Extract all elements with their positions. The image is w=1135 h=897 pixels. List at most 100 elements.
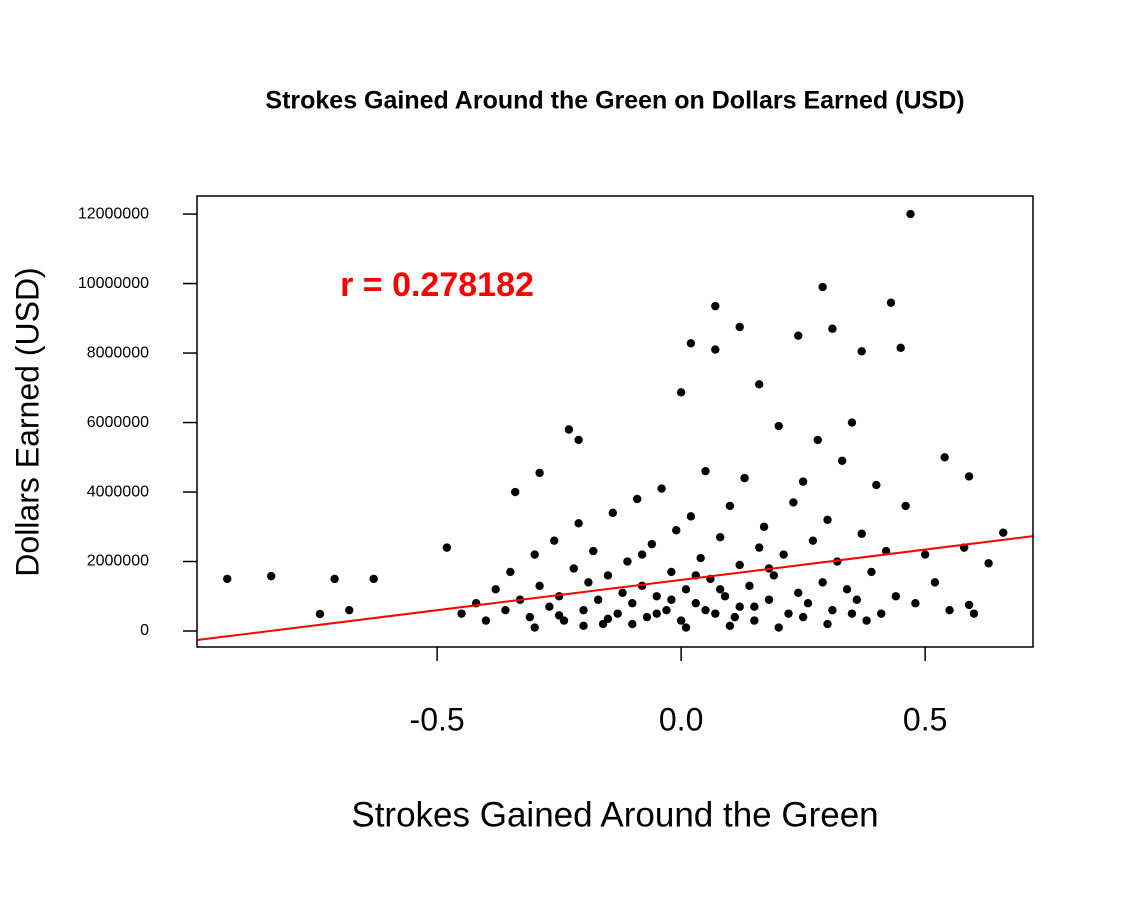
point	[818, 578, 827, 587]
point	[223, 574, 232, 584]
point	[857, 529, 866, 538]
point	[828, 605, 837, 615]
point	[813, 435, 822, 445]
point	[730, 612, 740, 622]
point	[608, 508, 618, 518]
point	[906, 209, 915, 219]
point	[794, 588, 803, 597]
point	[579, 605, 588, 615]
point	[964, 600, 974, 610]
point	[750, 616, 759, 625]
point	[603, 571, 613, 580]
point	[784, 609, 793, 618]
point	[686, 512, 696, 521]
point	[725, 501, 735, 511]
point	[442, 543, 452, 552]
point	[672, 526, 681, 535]
point	[750, 602, 759, 611]
point	[535, 581, 544, 591]
point	[842, 585, 852, 594]
point	[984, 559, 993, 568]
point	[920, 550, 930, 559]
y-axis-label: Dollars Earned (USD)	[9, 267, 45, 576]
point	[691, 599, 700, 608]
point	[266, 571, 276, 581]
point	[642, 612, 652, 622]
point	[930, 578, 940, 587]
point	[755, 380, 764, 389]
point	[481, 616, 491, 625]
point	[852, 595, 862, 604]
point	[711, 609, 720, 618]
point	[584, 578, 593, 587]
point	[818, 282, 827, 292]
point	[564, 425, 574, 434]
point	[652, 609, 661, 618]
point	[823, 515, 832, 525]
point	[715, 533, 725, 542]
point	[569, 564, 578, 573]
point	[530, 550, 539, 559]
point	[999, 528, 1008, 537]
point	[628, 599, 637, 608]
point	[735, 602, 744, 611]
point	[940, 453, 949, 462]
point	[911, 599, 920, 608]
point	[696, 553, 705, 563]
point	[579, 621, 588, 631]
y-tick-label: 6000000	[87, 414, 149, 431]
point	[789, 498, 798, 507]
point	[725, 621, 735, 631]
point	[896, 343, 905, 353]
point	[554, 611, 564, 620]
point	[676, 616, 686, 625]
x-tick-label: -0.5	[410, 701, 465, 737]
point	[457, 609, 466, 618]
point	[877, 609, 886, 618]
point	[574, 519, 583, 528]
point	[740, 473, 749, 483]
point	[637, 550, 647, 559]
point	[808, 536, 818, 545]
annotation: r = 0.278182	[340, 266, 534, 304]
point	[803, 599, 813, 608]
point	[774, 623, 783, 632]
x-axis-label: Strokes Gained Around the Green	[351, 795, 878, 834]
point	[769, 571, 779, 580]
point	[945, 605, 954, 615]
point	[886, 298, 896, 307]
point	[545, 602, 554, 611]
point	[847, 418, 857, 427]
point	[686, 339, 696, 348]
point	[711, 301, 720, 311]
y-tick-label: 8000000	[87, 344, 149, 361]
point	[901, 501, 910, 511]
y-tick-label: 4000000	[87, 483, 149, 500]
y-tick-label: 0	[140, 622, 149, 639]
point	[593, 595, 603, 604]
point	[623, 557, 632, 566]
point	[315, 609, 325, 619]
y-tick-label: 2000000	[87, 553, 149, 570]
y-tick-label: 10000000	[78, 275, 149, 292]
point	[628, 619, 637, 629]
point	[657, 484, 666, 493]
point	[774, 421, 783, 431]
point	[823, 619, 832, 629]
point	[798, 612, 808, 622]
point	[633, 494, 642, 504]
point	[759, 522, 769, 531]
point	[828, 324, 837, 333]
point	[701, 605, 710, 615]
point	[667, 595, 676, 604]
point	[506, 567, 515, 577]
point	[618, 588, 627, 597]
point	[847, 609, 857, 618]
point	[652, 592, 661, 601]
point	[574, 435, 583, 445]
point	[681, 623, 691, 632]
point	[501, 605, 510, 615]
point	[491, 585, 500, 594]
